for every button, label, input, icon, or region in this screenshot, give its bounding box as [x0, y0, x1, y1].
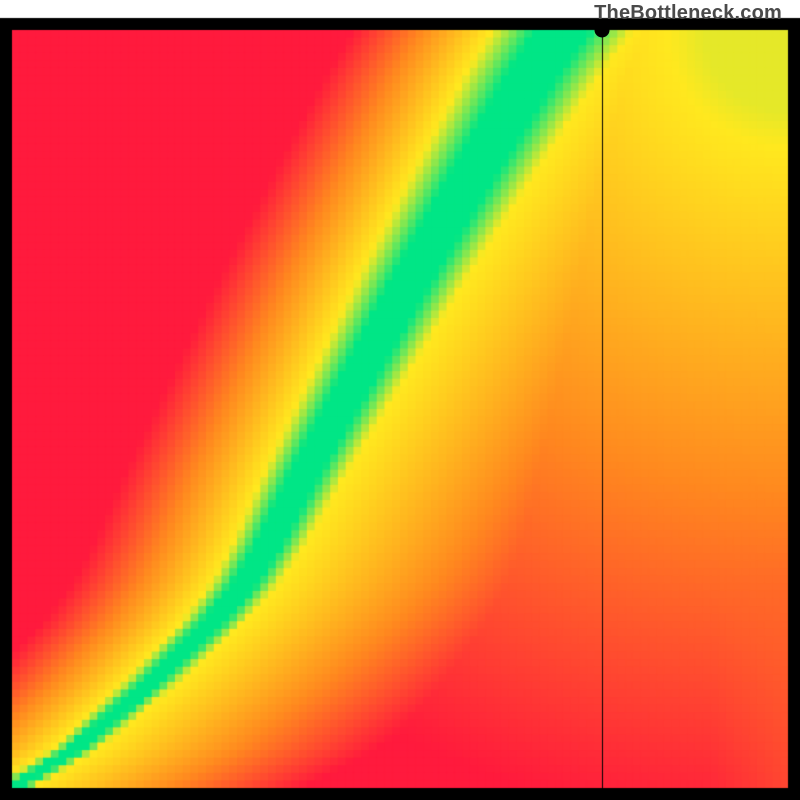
- heatmap-canvas: [0, 0, 800, 800]
- watermark-text: TheBottleneck.com: [594, 2, 782, 25]
- chart-container: { "watermark": "TheBottleneck.com", "can…: [0, 0, 800, 800]
- indicator-marker: [594, 23, 609, 38]
